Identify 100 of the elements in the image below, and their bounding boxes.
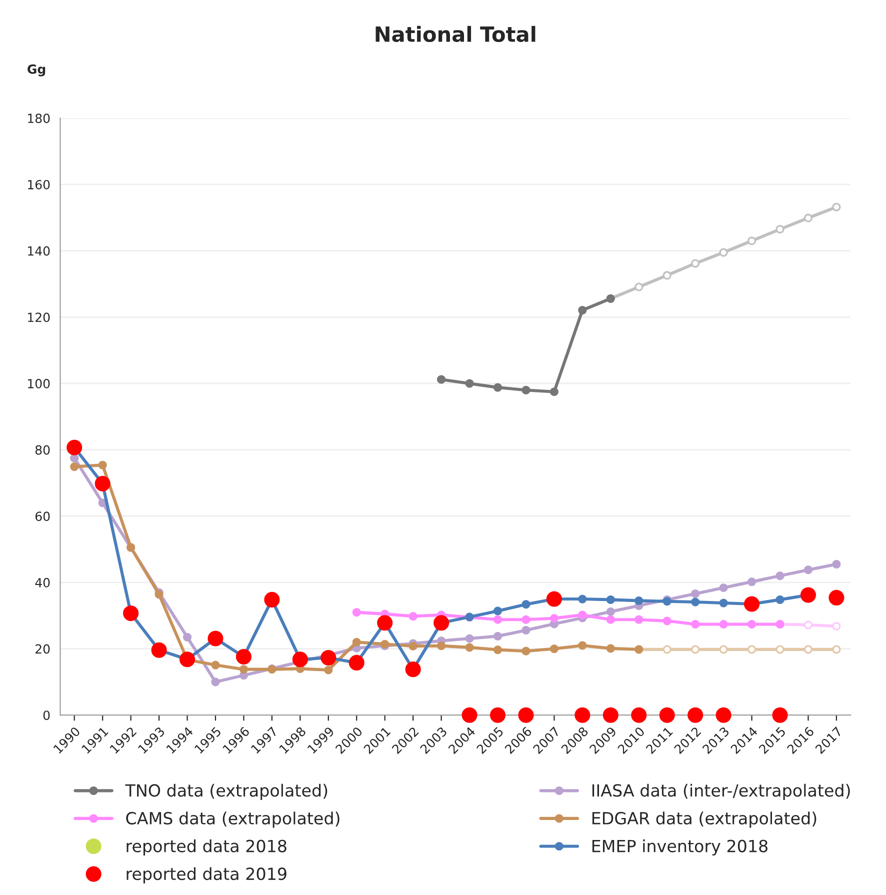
y-tick-label: 160 <box>28 180 50 190</box>
y-axis-title: Gg <box>28 64 46 76</box>
point <box>436 375 446 384</box>
point <box>631 707 647 723</box>
point <box>98 460 107 470</box>
point <box>719 645 728 654</box>
point <box>772 707 788 723</box>
point <box>462 707 478 723</box>
point <box>493 645 502 654</box>
point <box>151 642 167 658</box>
point <box>264 592 280 608</box>
point <box>493 383 502 392</box>
point <box>211 660 220 670</box>
point <box>518 707 534 723</box>
point <box>522 386 530 394</box>
point <box>800 587 816 603</box>
y-tick-label: 140 <box>28 246 50 256</box>
point <box>747 620 756 629</box>
point <box>776 572 784 580</box>
point <box>804 214 813 222</box>
point <box>662 616 672 626</box>
point <box>377 615 393 631</box>
point <box>691 620 700 629</box>
point <box>691 589 700 598</box>
point <box>522 646 530 656</box>
point <box>832 645 841 654</box>
point <box>804 620 813 630</box>
point <box>747 577 756 586</box>
point <box>662 271 672 280</box>
point <box>606 644 615 653</box>
point <box>292 652 308 668</box>
point <box>465 379 474 388</box>
point <box>747 236 756 246</box>
point <box>434 615 450 631</box>
point <box>659 707 675 723</box>
point <box>719 248 728 257</box>
point <box>804 566 813 574</box>
point <box>348 654 364 670</box>
point <box>70 454 79 462</box>
point <box>465 634 474 643</box>
point <box>776 595 784 604</box>
y-tick-label: 20 <box>36 644 50 654</box>
point <box>832 202 841 212</box>
point <box>493 615 502 624</box>
y-tick-label: 180 <box>28 114 50 124</box>
point <box>688 707 704 723</box>
point <box>408 642 418 650</box>
point <box>70 462 79 472</box>
point <box>828 590 844 606</box>
point <box>634 596 644 605</box>
point <box>405 662 421 678</box>
y-tick-label: 60 <box>35 512 50 522</box>
point <box>436 641 446 650</box>
point <box>182 632 192 642</box>
point <box>716 707 732 723</box>
point <box>208 630 224 646</box>
point <box>719 598 728 608</box>
point <box>352 638 361 646</box>
point <box>236 648 252 665</box>
point <box>744 596 760 612</box>
point <box>550 387 558 396</box>
point <box>352 608 361 617</box>
legend-label: CAMS data (extrapolated) <box>126 812 340 828</box>
point <box>465 643 474 652</box>
point <box>606 615 615 624</box>
legend-label: IIASA data (inter-/extrapolated) <box>592 784 850 800</box>
point <box>522 626 530 635</box>
point <box>804 645 813 654</box>
point <box>574 707 590 723</box>
point <box>602 707 618 723</box>
point <box>747 645 756 654</box>
point <box>606 595 615 604</box>
point <box>522 600 530 609</box>
point <box>490 707 506 723</box>
point <box>493 632 502 640</box>
point <box>550 644 558 654</box>
point <box>211 678 220 686</box>
point <box>691 598 700 606</box>
y-tick-label: 40 <box>35 578 50 588</box>
point <box>776 645 784 654</box>
point <box>578 306 587 314</box>
y-tick-label: 0 <box>43 710 50 720</box>
point <box>123 606 139 622</box>
y-tick-label: 80 <box>35 445 50 455</box>
point <box>66 440 82 456</box>
point <box>550 614 558 623</box>
y-tick-label: 100 <box>28 378 50 388</box>
point <box>179 652 196 668</box>
legend-label: reported data 2018 <box>126 839 286 856</box>
point <box>662 645 672 654</box>
point <box>606 607 615 616</box>
point <box>239 665 248 674</box>
legend-label: EMEP inventory 2018 <box>592 839 768 856</box>
y-tick-label: 120 <box>28 312 50 322</box>
point <box>691 645 700 654</box>
point <box>691 259 700 268</box>
point <box>578 610 587 620</box>
point <box>522 615 530 624</box>
point <box>832 622 841 631</box>
point <box>320 650 336 666</box>
